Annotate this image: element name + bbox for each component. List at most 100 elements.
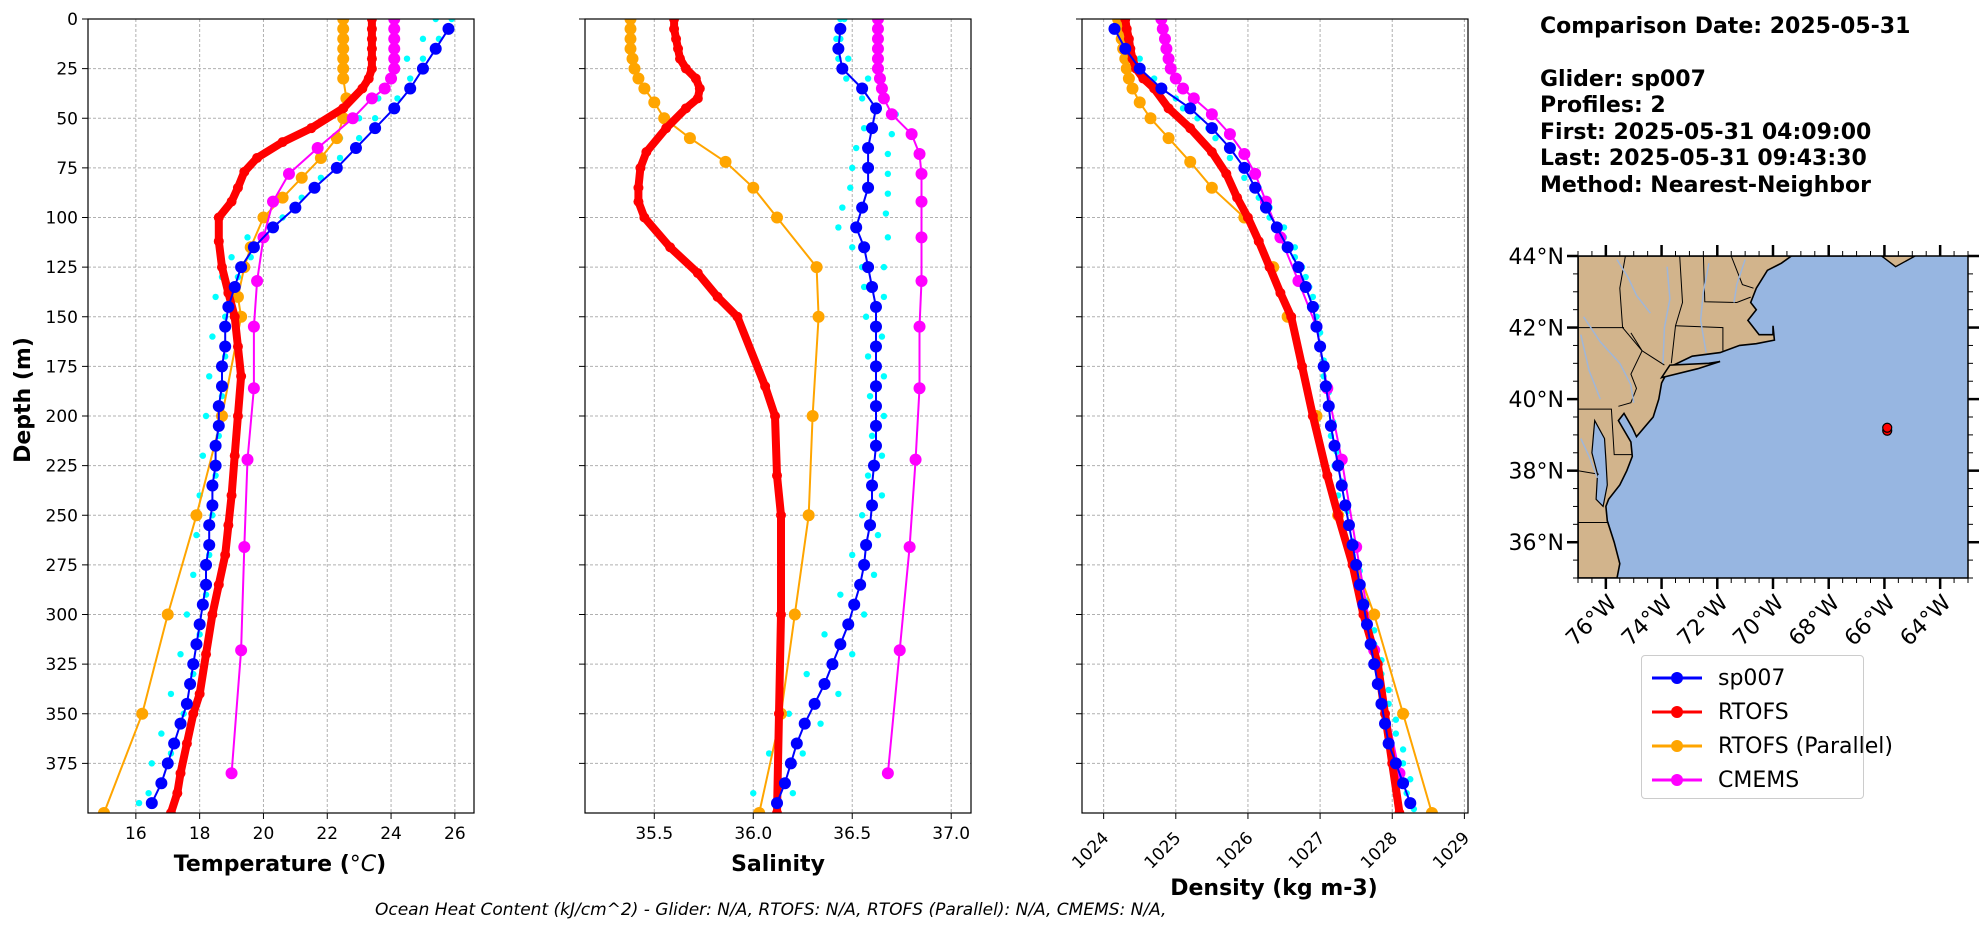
data-point [180, 697, 193, 710]
data-point [174, 717, 187, 730]
x-tick-label: 1029 [1429, 828, 1474, 873]
data-point [770, 411, 781, 421]
last-profile-time: Last: 2025-05-31 09:43:30 [1540, 146, 1867, 171]
lat-label: 36°N [1509, 531, 1564, 556]
data-point [1322, 470, 1333, 481]
data-point [1249, 167, 1262, 180]
data-point [869, 400, 882, 413]
y-tick-label: 350 [46, 705, 78, 725]
glider-raw-point [1385, 686, 1392, 694]
data-point [632, 72, 645, 85]
data-point [806, 410, 819, 422]
glider-raw-point [888, 130, 896, 138]
data-point [416, 62, 429, 75]
data-point [1358, 609, 1369, 620]
nova-scotia [1880, 256, 1916, 268]
data-point [772, 470, 783, 481]
data-point [404, 82, 417, 95]
data-point [209, 459, 222, 472]
x-tick-label: 36.5 [833, 824, 871, 844]
legend-item-rtofs: RTOFS [1650, 698, 1789, 726]
data-point [909, 453, 922, 466]
data-point [1339, 499, 1352, 512]
data-point [1119, 42, 1132, 55]
data-point [1364, 638, 1377, 651]
data-point [238, 541, 251, 554]
data-point [871, 19, 884, 25]
data-point [1297, 361, 1308, 372]
data-point [1221, 168, 1232, 179]
data-point [388, 19, 401, 25]
map-area [1578, 256, 1968, 578]
data-point [252, 152, 263, 163]
data-point [337, 22, 350, 35]
river [1662, 266, 1671, 364]
data-point [1397, 707, 1410, 720]
glider-raw-point [148, 760, 156, 767]
x-tick-label: 35.5 [635, 824, 673, 844]
data-point [1232, 192, 1243, 203]
data-point [388, 102, 401, 115]
glider-name: Glider: sp007 [1540, 66, 1706, 92]
state-border [1702, 256, 1751, 304]
series-line [634, 19, 785, 813]
glider-raw-point [817, 720, 824, 727]
data-point [862, 161, 875, 174]
data-point [669, 23, 680, 34]
glider-raw-point [135, 799, 143, 807]
data-point [1319, 380, 1332, 393]
data-point [225, 767, 238, 780]
data-point [760, 381, 771, 392]
river [1616, 259, 1651, 314]
data-point [1375, 697, 1388, 710]
glider-raw-point [190, 571, 197, 578]
glider-raw-point [835, 690, 842, 698]
data-point [680, 103, 691, 114]
river [1582, 316, 1635, 403]
glider-raw-point [864, 75, 872, 82]
data-point [671, 33, 682, 44]
lat-label: 40°N [1509, 388, 1564, 413]
data-point [775, 510, 786, 521]
data-point [363, 73, 374, 84]
glider-raw-point [1407, 776, 1414, 783]
data-point [1368, 608, 1381, 621]
data-point [235, 644, 248, 657]
data-point [1310, 320, 1323, 333]
data-point [633, 196, 644, 207]
glider-raw-point [432, 19, 439, 23]
data-point [810, 261, 823, 274]
data-point [251, 275, 264, 288]
data-point [1120, 19, 1131, 24]
data-point [862, 261, 875, 274]
glider-raw-point [167, 690, 175, 698]
glider-raw-point [158, 730, 165, 737]
data-point [190, 638, 203, 651]
data-point [213, 579, 224, 590]
data-point [369, 122, 382, 135]
glider-raw-point [209, 333, 216, 340]
data-point [267, 195, 280, 208]
data-point [812, 310, 825, 323]
legend-label: RTOFS (Parallel) [1718, 733, 1893, 759]
glider-raw-point [394, 95, 401, 102]
data-point [201, 649, 212, 660]
data-point [385, 72, 398, 85]
data-point [232, 411, 243, 421]
data-point [388, 62, 401, 75]
data-point [235, 261, 248, 274]
data-point [223, 520, 234, 531]
y-tick-label: 200 [46, 407, 78, 427]
data-point [683, 132, 696, 145]
data-point [858, 241, 871, 254]
data-point [215, 360, 228, 373]
data-point [276, 191, 289, 204]
data-point [1120, 62, 1133, 75]
glider-raw-point [874, 531, 882, 539]
x-tick-label: 18 [189, 824, 211, 844]
data-point [220, 549, 231, 560]
glider-raw-point [882, 210, 890, 217]
data-point [1238, 161, 1251, 174]
data-point [337, 32, 350, 45]
data-point [365, 92, 378, 105]
